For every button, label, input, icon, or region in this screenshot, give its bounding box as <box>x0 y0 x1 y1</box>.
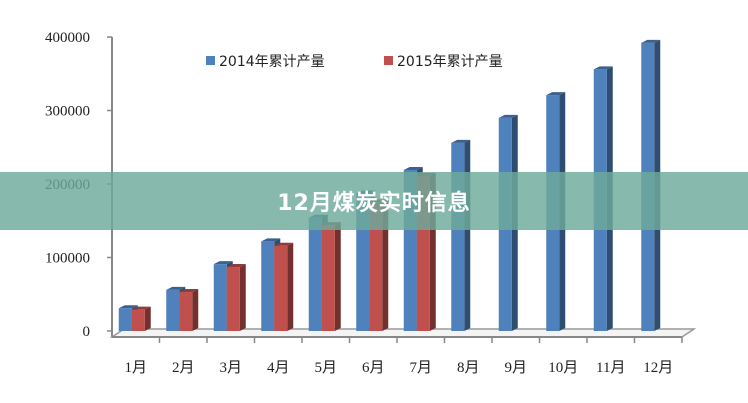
x-tick-label: 6月 <box>362 360 385 376</box>
bar-top <box>261 238 281 242</box>
bar-2-4月 <box>274 245 288 331</box>
x-tick-label: 3月 <box>219 360 242 376</box>
bar-top <box>451 139 471 143</box>
x-tick-label: 12月 <box>643 360 673 376</box>
x-tick-label: 11月 <box>596 360 625 376</box>
bar-1-5月 <box>308 217 322 331</box>
bar-top <box>274 242 294 246</box>
bar-1-4月 <box>261 241 275 331</box>
bar-top <box>213 261 233 265</box>
x-tick-label: 10月 <box>548 360 578 376</box>
bar-top <box>179 289 199 293</box>
y-tick-label: 300000 <box>45 104 90 120</box>
bar-side <box>287 242 294 331</box>
x-tick-label: 2月 <box>172 360 195 376</box>
bar-top <box>593 66 613 70</box>
bar-top <box>641 39 661 43</box>
bar-side <box>144 306 151 331</box>
x-tick-label: 8月 <box>457 360 480 376</box>
bar-side <box>382 199 389 331</box>
bar-1-2月 <box>166 289 180 331</box>
legend-label: 2015年累计产量 <box>397 54 503 70</box>
bar-top <box>166 286 186 290</box>
y-tick-label: 100000 <box>45 251 90 267</box>
bar-2-2月 <box>179 292 193 331</box>
bar-2-6月 <box>369 202 383 331</box>
bar-top <box>546 92 566 96</box>
x-tick-label: 1月 <box>124 360 147 376</box>
bar-top <box>403 167 423 171</box>
title-banner: 12月煤炭实时信息 <box>0 172 748 230</box>
bar-top <box>226 264 246 268</box>
y-tick-label: 0 <box>83 324 91 340</box>
legend-swatch <box>384 56 393 65</box>
bar-side <box>334 222 341 331</box>
bar-side <box>192 289 199 331</box>
bar-2-3月 <box>226 267 240 331</box>
y-tick-label: 400000 <box>45 30 90 46</box>
bar-top <box>118 305 138 309</box>
x-tick-label: 4月 <box>267 360 290 376</box>
bar-1-3月 <box>213 264 227 331</box>
legend-swatch <box>206 56 215 65</box>
bar-1-1月 <box>118 308 132 331</box>
x-tick-label: 5月 <box>314 360 337 376</box>
bar-side <box>239 264 246 331</box>
x-tick-label: 7月 <box>409 360 432 376</box>
bar-top <box>131 306 151 310</box>
bar-side <box>464 139 471 331</box>
x-tick-label: 9月 <box>504 360 527 376</box>
bar-2-5月 <box>321 225 335 331</box>
bar-top <box>498 114 518 118</box>
banner-title: 12月煤炭实时信息 <box>277 191 471 216</box>
legend-label: 2014年累计产量 <box>219 54 325 70</box>
bar-2-1月 <box>131 309 145 331</box>
